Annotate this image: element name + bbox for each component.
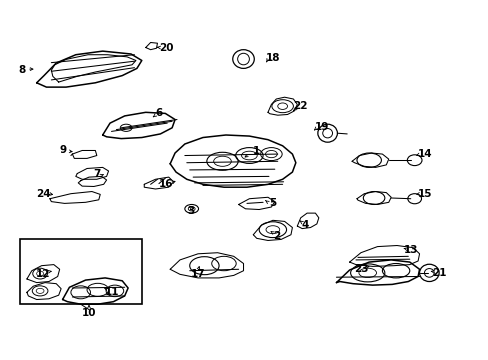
Text: 10: 10 <box>81 308 96 318</box>
Text: 17: 17 <box>190 269 205 279</box>
Text: 7: 7 <box>93 168 101 179</box>
Bar <box>20 239 142 304</box>
Text: 22: 22 <box>293 101 307 111</box>
Text: 16: 16 <box>159 179 173 189</box>
Text: 12: 12 <box>36 269 50 279</box>
Text: 15: 15 <box>417 189 432 199</box>
Text: 24: 24 <box>36 189 50 199</box>
Text: 3: 3 <box>187 206 194 216</box>
Text: 5: 5 <box>269 198 276 208</box>
Text: 8: 8 <box>19 65 25 75</box>
Text: 1: 1 <box>253 146 260 156</box>
Text: 6: 6 <box>155 108 162 118</box>
Text: 14: 14 <box>417 149 432 159</box>
Text: 19: 19 <box>314 122 328 132</box>
Text: 21: 21 <box>431 268 446 278</box>
Text: 11: 11 <box>105 287 120 297</box>
Text: 18: 18 <box>265 53 280 63</box>
Text: 2: 2 <box>272 231 279 241</box>
Text: 20: 20 <box>159 42 173 53</box>
Text: 9: 9 <box>59 145 66 156</box>
Text: 4: 4 <box>301 220 309 230</box>
Text: 13: 13 <box>403 245 417 255</box>
Text: 23: 23 <box>354 264 368 274</box>
